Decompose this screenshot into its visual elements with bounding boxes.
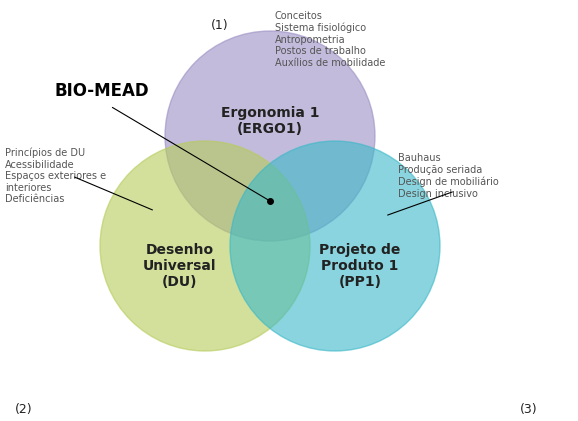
Ellipse shape xyxy=(100,141,310,351)
Text: Conceitos
Sistema fisiológico
Antropometria
Postos de trabalho
Auxílios de mobil: Conceitos Sistema fisiológico Antropomet… xyxy=(275,11,386,68)
Text: Projeto de
Produto 1
(PP1): Projeto de Produto 1 (PP1) xyxy=(319,243,401,289)
Text: Princípios de DU
Acessibilidade
Espaços exteriores e
interiores
Deficiências: Princípios de DU Acessibilidade Espaços … xyxy=(5,147,106,205)
Text: (2): (2) xyxy=(15,402,32,416)
Text: (3): (3) xyxy=(520,402,538,416)
Text: Desenho
Universal
(DU): Desenho Universal (DU) xyxy=(143,243,217,289)
Text: BIO-MEAD: BIO-MEAD xyxy=(55,82,150,100)
Text: Ergonomia 1
(ERGO1): Ergonomia 1 (ERGO1) xyxy=(221,106,319,136)
Ellipse shape xyxy=(230,141,440,351)
Ellipse shape xyxy=(165,31,375,241)
Text: (1): (1) xyxy=(211,19,229,32)
Text: Bauhaus
Produção seriada
Design de mobiliário
Design inclusivo: Bauhaus Produção seriada Design de mobil… xyxy=(398,153,499,199)
